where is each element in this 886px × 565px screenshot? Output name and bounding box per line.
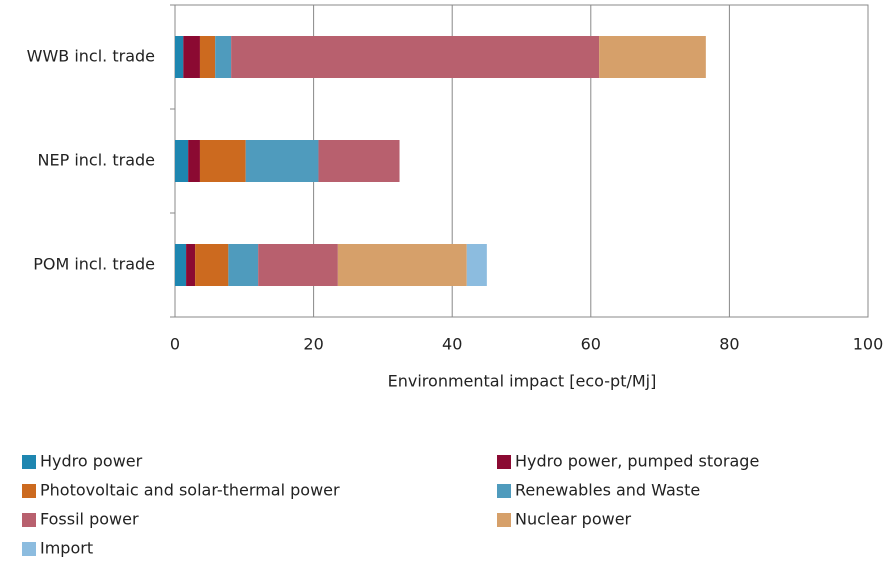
legend-label: Nuclear power [515,510,632,529]
legend-swatch [497,484,511,498]
legend-label: Hydro power, pumped storage [515,452,759,471]
legend-label: Photovoltaic and solar-thermal power [40,481,340,500]
bar-segment [258,244,338,286]
bar-segment [199,36,216,78]
x-tick-label: 60 [581,335,601,354]
bar-segment [318,140,400,182]
legend-swatch [22,455,36,469]
bar-segment [215,36,232,78]
legend-label: Fossil power [40,510,139,529]
legend-label: Import [40,539,93,558]
legend-swatch [22,484,36,498]
bar-segment [337,244,467,286]
bar-segment [175,244,187,286]
legend-swatch [497,513,511,527]
legend-label: Hydro power [40,452,143,471]
bar-segment [183,36,200,78]
bar-segment [195,244,229,286]
x-tick-label: 100 [853,335,884,354]
y-tick-label: WWB incl. trade [27,47,155,66]
bar-segment [199,140,246,182]
bar-segment [245,140,319,182]
y-tick-label: NEP incl. trade [38,151,155,170]
bar-segment [175,140,189,182]
x-tick-label: 80 [719,335,739,354]
legend-label: Renewables and Waste [515,481,700,500]
x-axis-label: Environmental impact [eco-pt/Mj] [388,372,657,391]
x-tick-label: 20 [303,335,323,354]
legend-swatch [22,542,36,556]
bar-segment [599,36,706,78]
bar-segment [186,244,196,286]
x-tick-label: 40 [442,335,462,354]
legend-swatch [497,455,511,469]
bar-segment [231,36,600,78]
x-tick-label: 0 [170,335,180,354]
bar-segment [175,36,184,78]
legend-swatch [22,513,36,527]
y-tick-label: POM incl. trade [33,255,155,274]
bar-segment [466,244,487,286]
bar-segment [188,140,200,182]
bar-segment [228,244,259,286]
